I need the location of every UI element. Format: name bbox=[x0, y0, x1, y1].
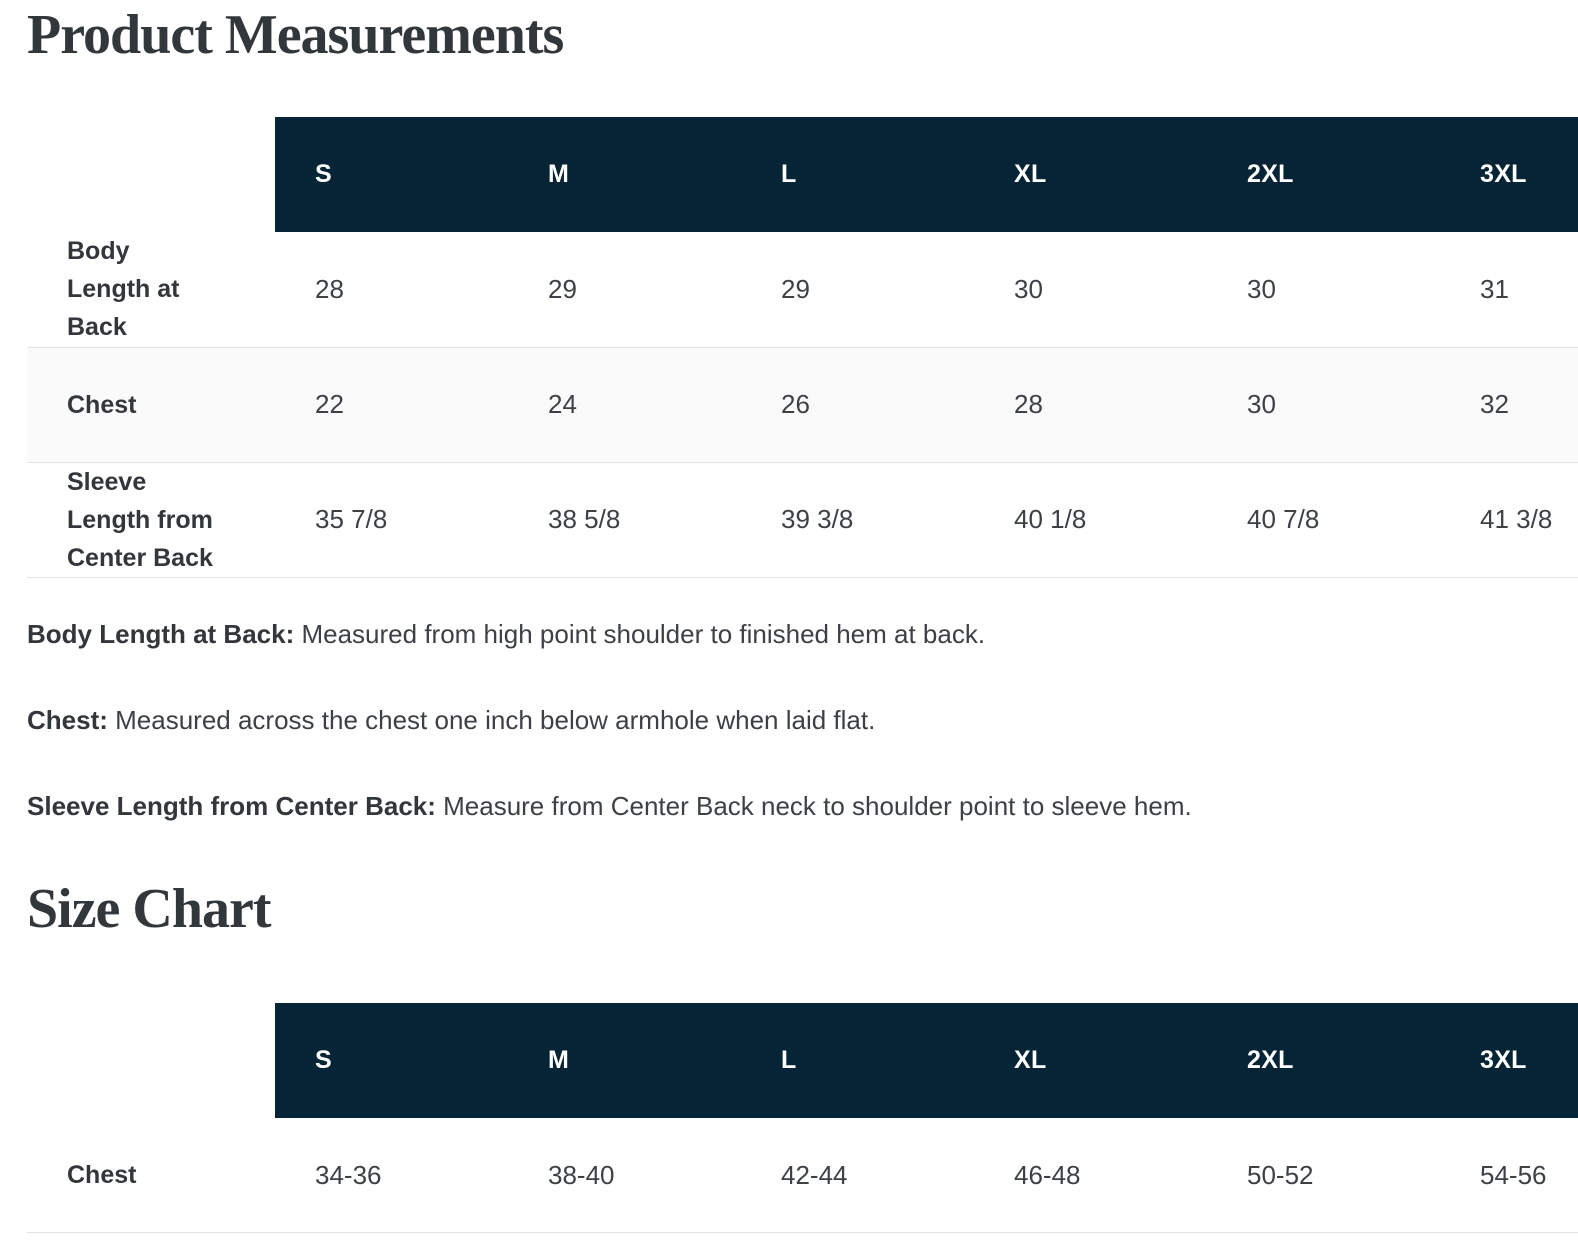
column-header-l: L bbox=[741, 117, 974, 233]
size-range-cell: 34-36 bbox=[315, 1159, 382, 1190]
column-header-s: S bbox=[275, 1002, 508, 1118]
row-label-text: Chest bbox=[67, 1161, 137, 1190]
row-label: Chest bbox=[27, 347, 275, 462]
definition-text: Measured from high point shoulder to fin… bbox=[294, 618, 986, 649]
measurement-definitions: Body Length at Back: Measured from high … bbox=[27, 618, 1578, 822]
measurement-value-cell: 30 bbox=[1247, 273, 1276, 304]
table-row-sleeve-length: Sleeve Length from Center Back 35 7/8 38… bbox=[27, 462, 1578, 578]
size-chart-title: Size Chart bbox=[27, 877, 272, 940]
column-header-2xl: 2XL bbox=[1207, 117, 1440, 233]
measurement-value-cell: 24 bbox=[548, 389, 577, 420]
size-chart-header-row: S M L XL 2XL 3XL bbox=[27, 1002, 1578, 1118]
size-range-cell: 54-56 bbox=[1480, 1159, 1547, 1190]
definition-text: Measure from Center Back neck to shoulde… bbox=[435, 790, 1192, 821]
corner-cell bbox=[27, 1002, 275, 1118]
size-chart-table-wrap: S M L XL 2XL 3XL Chest 34-36 38-40 42-44… bbox=[27, 1002, 1578, 1234]
column-header-xl: XL bbox=[974, 1002, 1207, 1118]
row-label: Chest bbox=[27, 1118, 275, 1233]
definition-body-length: Body Length at Back: Measured from high … bbox=[27, 618, 1578, 650]
measurements-table-wrap: S M L XL 2XL 3XL Body Length at Back 28 … bbox=[27, 117, 1578, 578]
column-header-l: L bbox=[741, 1002, 974, 1118]
definition-chest: Chest: Measured across the chest one inc… bbox=[27, 704, 1578, 736]
measurement-value-cell: 26 bbox=[781, 389, 810, 420]
measurement-value-cell: 30 bbox=[1014, 273, 1043, 304]
definition-term: Chest: bbox=[27, 704, 108, 735]
column-header-s: S bbox=[275, 117, 508, 233]
measurements-header-row: S M L XL 2XL 3XL bbox=[27, 117, 1578, 233]
measurement-value-cell: 28 bbox=[315, 273, 344, 304]
column-header-3xl: 3XL bbox=[1440, 117, 1578, 233]
measurement-value-cell: 40 1/8 bbox=[1014, 504, 1087, 535]
column-header-2xl: 2XL bbox=[1207, 1002, 1440, 1118]
measurement-value-cell: 39 3/8 bbox=[781, 504, 854, 535]
measurement-value-cell: 28 bbox=[1014, 389, 1043, 420]
definition-term: Sleeve Length from Center Back: bbox=[27, 790, 436, 821]
measurement-value-cell: 40 7/8 bbox=[1247, 504, 1320, 535]
column-header-xl: XL bbox=[974, 117, 1207, 233]
row-label-text: Sleeve Length from Center Back bbox=[67, 467, 213, 572]
table-row-chest: Chest 22 24 26 28 30 32 bbox=[27, 347, 1578, 463]
measurement-value-cell: 32 bbox=[1480, 389, 1509, 420]
measurement-value-cell: 31 bbox=[1480, 273, 1509, 304]
row-label-text: Chest bbox=[67, 390, 137, 419]
row-label-text: Body Length at Back bbox=[67, 237, 180, 342]
column-header-3xl: 3XL bbox=[1440, 1002, 1578, 1118]
definition-text: Measured across the chest one inch below… bbox=[107, 704, 876, 735]
size-range-cell: 50-52 bbox=[1247, 1159, 1314, 1190]
column-header-m: M bbox=[508, 117, 741, 233]
column-header-m: M bbox=[508, 1002, 741, 1118]
measurement-value-cell: 35 7/8 bbox=[315, 504, 388, 535]
row-label: Body Length at Back bbox=[27, 232, 275, 347]
corner-cell bbox=[27, 117, 275, 233]
measurement-value-cell: 41 3/8 bbox=[1480, 504, 1553, 535]
size-chart-table: S M L XL 2XL 3XL Chest 34-36 38-40 42-44… bbox=[27, 1002, 1578, 1234]
size-range-cell: 42-44 bbox=[781, 1159, 848, 1190]
measurement-value-cell: 29 bbox=[781, 273, 810, 304]
definition-sleeve-length: Sleeve Length from Center Back: Measure … bbox=[27, 790, 1578, 822]
table-row-chest-range: Chest 34-36 38-40 42-44 46-48 50-52 54-5… bbox=[27, 1118, 1578, 1233]
measurement-value-cell: 29 bbox=[548, 273, 577, 304]
table-row-body-length: Body Length at Back 28 29 29 30 30 31 bbox=[27, 232, 1578, 348]
measurement-value-cell: 22 bbox=[315, 389, 344, 420]
size-range-cell: 38-40 bbox=[548, 1159, 615, 1190]
size-range-cell: 46-48 bbox=[1014, 1159, 1081, 1190]
row-label: Sleeve Length from Center Back bbox=[27, 462, 275, 577]
measurement-value-cell: 38 5/8 bbox=[548, 504, 621, 535]
product-measurements-title: Product Measurements bbox=[27, 4, 564, 66]
definition-term: Body Length at Back: bbox=[27, 618, 295, 649]
measurement-value-cell: 30 bbox=[1247, 389, 1276, 420]
measurements-table: S M L XL 2XL 3XL Body Length at Back 28 … bbox=[27, 117, 1578, 578]
